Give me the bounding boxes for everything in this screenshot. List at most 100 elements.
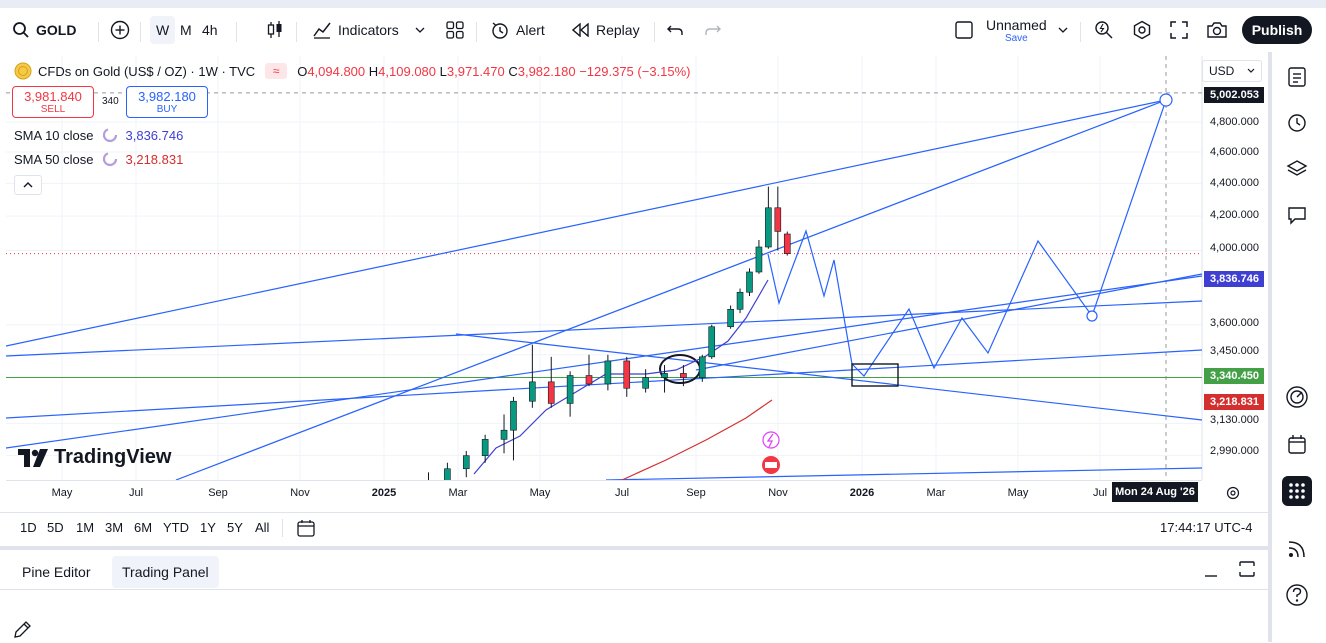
- layout-menu-button[interactable]: [1058, 8, 1068, 52]
- tab-trading-panel[interactable]: Trading Panel: [112, 556, 219, 588]
- candle-body: [604, 360, 612, 385]
- axis-settings-button[interactable]: [1226, 486, 1240, 503]
- sma10-legend[interactable]: SMA 10 close 3,836.746: [14, 127, 183, 143]
- time-axis[interactable]: May Jul Sep Nov 2025 Mar May Jul Sep Nov…: [6, 480, 1202, 504]
- symbol-name: GOLD: [36, 22, 77, 38]
- divider: [98, 22, 99, 42]
- price-label: 3,450.000: [1210, 345, 1259, 357]
- price-label: 4,400.000: [1210, 177, 1259, 189]
- range-5y[interactable]: 5Y: [227, 520, 243, 535]
- crosshair-price-tag: 5,002.053: [1204, 87, 1264, 103]
- target-icon: [1286, 386, 1308, 408]
- indicators-button[interactable]: Indicators: [312, 8, 425, 52]
- help-button[interactable]: [1282, 580, 1312, 610]
- screenshot-button[interactable]: [1206, 8, 1228, 52]
- layout-name-button[interactable]: Unnamed Save: [986, 8, 1047, 52]
- interval-4h[interactable]: 4h: [202, 22, 218, 38]
- chats-button[interactable]: [1282, 200, 1312, 230]
- candle-body: [765, 207, 772, 248]
- chart-type-button[interactable]: [266, 8, 284, 52]
- range-all[interactable]: All: [255, 520, 270, 535]
- candle-body: [680, 373, 687, 378]
- settings-button[interactable]: [1132, 8, 1152, 52]
- range-1d[interactable]: 1D: [20, 520, 37, 535]
- redo-button[interactable]: [704, 8, 722, 52]
- candle-body: [481, 439, 489, 456]
- price-axis[interactable]: 4,800.000 4,600.000 4,400.000 4,200.000 …: [1202, 56, 1268, 480]
- top-strip: [0, 0, 1326, 8]
- data-status-badge[interactable]: ≈: [265, 63, 288, 79]
- collapse-legend-button[interactable]: [14, 175, 42, 195]
- divider: [654, 22, 655, 42]
- minimize-panel-button[interactable]: [1204, 564, 1218, 581]
- alerts-panel-button[interactable]: [1282, 107, 1312, 137]
- sell-button[interactable]: 3,981.840 SELL: [12, 86, 94, 118]
- candle-body: [547, 381, 555, 404]
- watchlist-button[interactable]: [1282, 62, 1312, 92]
- sma50-legend[interactable]: SMA 50 close 3,218.831: [14, 151, 183, 167]
- drawing-pencil-button[interactable]: [12, 620, 34, 643]
- time-label: Mar: [926, 487, 946, 499]
- broadcast-icon: [1288, 541, 1305, 558]
- currency-select[interactable]: USD: [1202, 60, 1262, 82]
- calendar-icon: [297, 520, 315, 537]
- time-label: Mar: [448, 487, 468, 499]
- buy-button[interactable]: 3,982.180 BUY: [126, 86, 208, 118]
- range-6m[interactable]: 6M: [134, 520, 153, 535]
- clock-timezone[interactable]: 17:44:17 UTC-4: [1160, 520, 1253, 535]
- symbol-search[interactable]: GOLD: [12, 8, 76, 52]
- alert-label: Alert: [516, 22, 545, 38]
- camera-icon: [1207, 22, 1227, 38]
- price-label: 4,600.000: [1210, 146, 1259, 158]
- templates-button[interactable]: [446, 8, 464, 52]
- time-label: Sep: [208, 487, 228, 499]
- fullscreen-button[interactable]: [1170, 8, 1188, 52]
- interval-w[interactable]: W: [150, 16, 176, 44]
- spread-value: 340: [102, 96, 119, 107]
- layout-select-checkbox[interactable]: [954, 8, 974, 52]
- undo-button[interactable]: [666, 8, 684, 52]
- flag-stripes-icon: [765, 462, 777, 468]
- fullscreen-icon: [1170, 21, 1188, 39]
- chevron-up-icon: [23, 182, 33, 188]
- interval-m[interactable]: M: [180, 22, 192, 38]
- tab-pine-editor[interactable]: Pine Editor: [22, 564, 91, 580]
- products-menu-button[interactable]: [1282, 476, 1312, 506]
- streams-button[interactable]: [1282, 534, 1312, 564]
- compare-button[interactable]: [110, 8, 130, 52]
- alert-button[interactable]: Alert: [490, 8, 545, 52]
- candle-body: [566, 375, 574, 404]
- price-chart[interactable]: [6, 56, 1268, 480]
- path-anchor-handle: [1159, 93, 1173, 107]
- time-label: Nov: [290, 487, 310, 499]
- calendar-panel-button[interactable]: [1282, 429, 1312, 459]
- trend-line-drawing: [605, 467, 1203, 480]
- ellipse-drawing: [659, 354, 701, 384]
- sma50-price-tag: 3,218.831: [1204, 394, 1264, 410]
- go-to-date-button[interactable]: [296, 518, 316, 541]
- sma50-label: SMA 50 close: [14, 151, 94, 167]
- candle-body: [774, 207, 782, 232]
- symbol-title[interactable]: CFDs on Gold (US$ / OZ) · 1W · TVC: [38, 63, 256, 79]
- calendar-icon: [1288, 435, 1306, 454]
- loading-spinner-icon: [102, 127, 117, 143]
- candle-body: [736, 291, 744, 310]
- range-5d[interactable]: 5D: [47, 520, 64, 535]
- tradingview-logo[interactable]: TradingView: [18, 446, 171, 469]
- maximize-panel-button[interactable]: [1238, 560, 1256, 581]
- currency-label: USD: [1209, 64, 1235, 78]
- object-tree-button[interactable]: [1282, 154, 1312, 184]
- chevron-down-icon: [415, 27, 425, 33]
- range-3m[interactable]: 3M: [105, 520, 124, 535]
- time-label: Jul: [614, 487, 630, 499]
- replay-button[interactable]: Replay: [572, 8, 640, 52]
- range-ytd[interactable]: YTD: [163, 520, 189, 535]
- time-label: 2025: [371, 487, 397, 499]
- ideas-button[interactable]: [1282, 382, 1312, 412]
- range-1m[interactable]: 1M: [76, 520, 95, 535]
- publish-button[interactable]: Publish: [1242, 16, 1312, 44]
- chevron-down-icon: [1247, 68, 1255, 73]
- range-1y[interactable]: 1Y: [200, 520, 216, 535]
- quick-search-button[interactable]: [1094, 8, 1114, 52]
- magnifier-zap-icon: [1095, 21, 1113, 39]
